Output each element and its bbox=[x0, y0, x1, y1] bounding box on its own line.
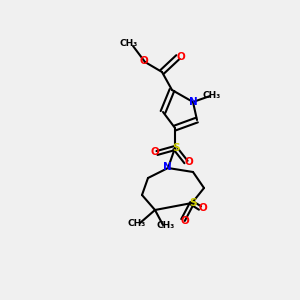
Text: N: N bbox=[163, 162, 171, 172]
Text: O: O bbox=[140, 56, 148, 66]
Text: N: N bbox=[189, 97, 197, 107]
Text: S: S bbox=[189, 198, 197, 208]
Text: O: O bbox=[184, 157, 194, 167]
Text: S: S bbox=[172, 143, 180, 153]
Text: CH₃: CH₃ bbox=[120, 40, 138, 49]
Text: CH₃: CH₃ bbox=[128, 220, 146, 229]
Text: CH₃: CH₃ bbox=[203, 91, 221, 100]
Text: O: O bbox=[199, 203, 207, 213]
Text: O: O bbox=[177, 52, 185, 62]
Text: O: O bbox=[151, 147, 159, 157]
Text: CH₃: CH₃ bbox=[157, 221, 175, 230]
Text: O: O bbox=[181, 216, 189, 226]
